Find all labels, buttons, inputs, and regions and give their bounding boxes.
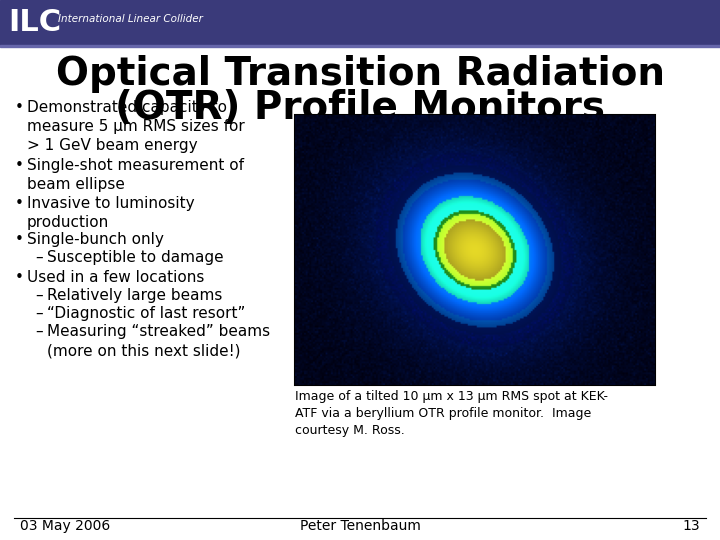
Text: Used in a few locations: Used in a few locations bbox=[27, 270, 204, 285]
Text: Optical Transition Radiation: Optical Transition Radiation bbox=[55, 55, 665, 93]
Text: –: – bbox=[35, 250, 42, 265]
Text: •: • bbox=[15, 232, 24, 247]
Text: Single-shot measurement of
beam ellipse: Single-shot measurement of beam ellipse bbox=[27, 158, 244, 192]
Text: Invasive to luminosity
production: Invasive to luminosity production bbox=[27, 196, 194, 230]
Text: International Linear Collider: International Linear Collider bbox=[58, 14, 203, 24]
Text: •: • bbox=[15, 196, 24, 211]
Text: Single-bunch only: Single-bunch only bbox=[27, 232, 164, 247]
Bar bbox=[0, 0, 720, 45]
Text: –: – bbox=[35, 306, 42, 321]
Text: Image of a tilted 10 μm x 13 μm RMS spot at KEK-
ATF via a beryllium OTR profile: Image of a tilted 10 μm x 13 μm RMS spot… bbox=[295, 390, 608, 437]
Text: •: • bbox=[15, 158, 24, 173]
Text: •: • bbox=[15, 100, 24, 115]
Text: Relatively large beams: Relatively large beams bbox=[47, 288, 222, 303]
Text: (OTR) Profile Monitors: (OTR) Profile Monitors bbox=[115, 89, 605, 127]
Text: “Diagnostic of last resort”: “Diagnostic of last resort” bbox=[47, 306, 246, 321]
Text: ILC: ILC bbox=[8, 8, 61, 37]
Text: Susceptible to damage: Susceptible to damage bbox=[47, 250, 224, 265]
Text: Demonstrated capacity to
measure 5 μm RMS sizes for
> 1 GeV beam energy: Demonstrated capacity to measure 5 μm RM… bbox=[27, 100, 245, 153]
Text: Peter Tenenbaum: Peter Tenenbaum bbox=[300, 519, 420, 533]
Text: •: • bbox=[15, 270, 24, 285]
Bar bbox=[295, 115, 655, 385]
Text: 13: 13 bbox=[683, 519, 700, 533]
Text: Measuring “streaked” beams
(more on this next slide!): Measuring “streaked” beams (more on this… bbox=[47, 324, 270, 358]
Text: –: – bbox=[35, 288, 42, 303]
Bar bbox=[0, 45, 720, 47]
Text: 03 May 2006: 03 May 2006 bbox=[20, 519, 110, 533]
Text: –: – bbox=[35, 324, 42, 339]
